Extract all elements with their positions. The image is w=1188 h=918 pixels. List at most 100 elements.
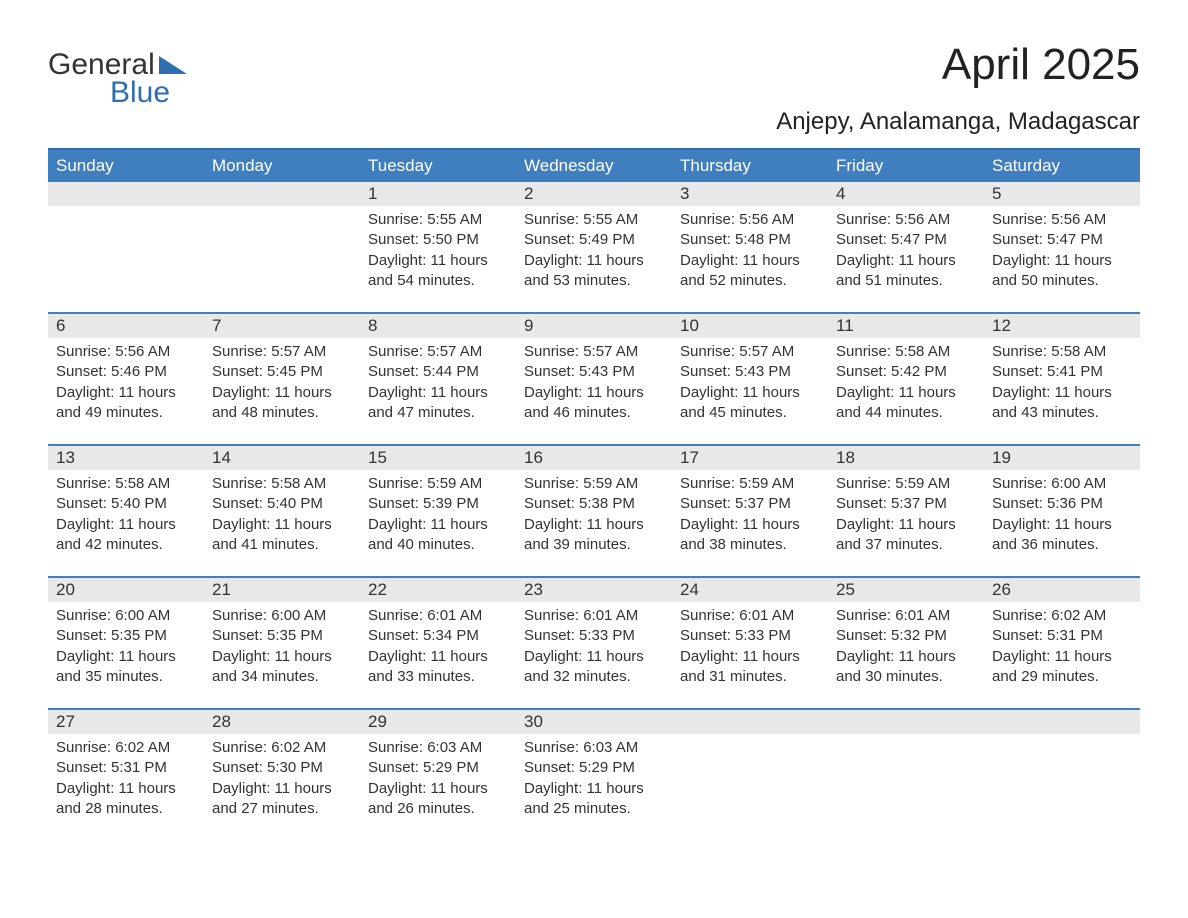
sunrise-line: Sunrise: 5:58 AM bbox=[212, 474, 352, 494]
daylight-line: Daylight: 11 hours and 31 minutes. bbox=[680, 647, 820, 688]
day-detail: Sunrise: 6:00 AMSunset: 5:36 PMDaylight:… bbox=[984, 470, 1140, 563]
daylight-line: Daylight: 11 hours and 52 minutes. bbox=[680, 251, 820, 292]
daylight-line: Daylight: 11 hours and 45 minutes. bbox=[680, 383, 820, 424]
sunrise-line: Sunrise: 5:59 AM bbox=[368, 474, 508, 494]
day-number: 15 bbox=[360, 446, 516, 470]
sunrise-line: Sunrise: 6:00 AM bbox=[992, 474, 1132, 494]
calendar-day-cell: 2Sunrise: 5:55 AMSunset: 5:49 PMDaylight… bbox=[516, 182, 672, 312]
daylight-line: Daylight: 11 hours and 51 minutes. bbox=[836, 251, 976, 292]
day-number: 13 bbox=[48, 446, 204, 470]
day-number: 22 bbox=[360, 578, 516, 602]
day-number: 1 bbox=[360, 182, 516, 206]
day-number: 28 bbox=[204, 710, 360, 734]
calendar: Sunday Monday Tuesday Wednesday Thursday… bbox=[48, 148, 1140, 840]
calendar-day-cell: 28Sunrise: 6:02 AMSunset: 5:30 PMDayligh… bbox=[204, 710, 360, 840]
sunset-line: Sunset: 5:29 PM bbox=[368, 758, 508, 778]
logo-wedge-icon bbox=[159, 56, 187, 74]
daylight-line: Daylight: 11 hours and 47 minutes. bbox=[368, 383, 508, 424]
day-number: 20 bbox=[48, 578, 204, 602]
sunrise-line: Sunrise: 5:57 AM bbox=[524, 342, 664, 362]
calendar-day-cell: 1Sunrise: 5:55 AMSunset: 5:50 PMDaylight… bbox=[360, 182, 516, 312]
header: General Blue April 2025 Anjepy, Analaman… bbox=[48, 40, 1140, 136]
calendar-day-cell: 21Sunrise: 6:00 AMSunset: 5:35 PMDayligh… bbox=[204, 578, 360, 708]
calendar-day-cell bbox=[828, 710, 984, 840]
sunrise-line: Sunrise: 6:01 AM bbox=[836, 606, 976, 626]
calendar-day-cell: 23Sunrise: 6:01 AMSunset: 5:33 PMDayligh… bbox=[516, 578, 672, 708]
daylight-line: Daylight: 11 hours and 30 minutes. bbox=[836, 647, 976, 688]
calendar-day-cell: 17Sunrise: 5:59 AMSunset: 5:37 PMDayligh… bbox=[672, 446, 828, 576]
sunset-line: Sunset: 5:38 PM bbox=[524, 494, 664, 514]
day-number: 16 bbox=[516, 446, 672, 470]
sunset-line: Sunset: 5:34 PM bbox=[368, 626, 508, 646]
calendar-week: 1Sunrise: 5:55 AMSunset: 5:50 PMDaylight… bbox=[48, 182, 1140, 312]
day-number bbox=[672, 710, 828, 734]
daylight-line: Daylight: 11 hours and 28 minutes. bbox=[56, 779, 196, 820]
day-number: 23 bbox=[516, 578, 672, 602]
day-detail: Sunrise: 5:55 AMSunset: 5:50 PMDaylight:… bbox=[360, 206, 516, 299]
sunset-line: Sunset: 5:44 PM bbox=[368, 362, 508, 382]
weekday-header: Sunday bbox=[48, 150, 204, 182]
weekday-header: Monday bbox=[204, 150, 360, 182]
sunset-line: Sunset: 5:31 PM bbox=[56, 758, 196, 778]
calendar-day-cell: 27 Sunrise: 6:02 AMSunset: 5:31 PMDayligh… bbox=[48, 710, 204, 840]
daylight-line: Daylight: 11 hours and 49 minutes. bbox=[56, 383, 196, 424]
sunset-line: Sunset: 5:42 PM bbox=[836, 362, 976, 382]
sunrise-line: Sunrise: 5:56 AM bbox=[836, 210, 976, 230]
page-title: April 2025 bbox=[776, 40, 1140, 90]
sunrise-line: Sunrise: 6:03 AM bbox=[368, 738, 508, 758]
sunrise-line: Sunrise: 6:03 AM bbox=[524, 738, 664, 758]
day-detail: Sunrise: 5:58 AMSunset: 5:40 PMDaylight:… bbox=[204, 470, 360, 563]
calendar-week: 6Sunrise: 5:56 AMSunset: 5:46 PMDaylight… bbox=[48, 312, 1140, 444]
sunrise-line: Sunrise: 5:57 AM bbox=[368, 342, 508, 362]
daylight-line: Daylight: 11 hours and 39 minutes. bbox=[524, 515, 664, 556]
sunset-line: Sunset: 5:37 PM bbox=[680, 494, 820, 514]
sunrise-line: Sunrise: 5:59 AM bbox=[524, 474, 664, 494]
calendar-day-cell: 30Sunrise: 6:03 AMSunset: 5:29 PMDayligh… bbox=[516, 710, 672, 840]
calendar-day-cell: 6Sunrise: 5:56 AMSunset: 5:46 PMDaylight… bbox=[48, 314, 204, 444]
day-number: 24 bbox=[672, 578, 828, 602]
sunrise-line: Sunrise: 5:56 AM bbox=[680, 210, 820, 230]
day-detail: Sunrise: 5:58 AMSunset: 5:40 PMDaylight:… bbox=[48, 470, 204, 563]
logo-word-blue: Blue bbox=[110, 76, 170, 110]
sunset-line: Sunset: 5:47 PM bbox=[836, 230, 976, 250]
day-number: 27 bbox=[48, 710, 204, 734]
day-number: 3 bbox=[672, 182, 828, 206]
day-detail: Sunrise: 5:59 AMSunset: 5:37 PMDaylight:… bbox=[828, 470, 984, 563]
sunset-line: Sunset: 5:31 PM bbox=[992, 626, 1132, 646]
logo: General Blue bbox=[48, 40, 187, 110]
sunrise-line: Sunrise: 6:02 AM bbox=[212, 738, 352, 758]
day-detail: Sunrise: 6:01 AMSunset: 5:34 PMDaylight:… bbox=[360, 602, 516, 695]
calendar-week: 13Sunrise: 5:58 AMSunset: 5:40 PMDayligh… bbox=[48, 444, 1140, 576]
day-detail: Sunrise: 5:56 AMSunset: 5:46 PMDaylight:… bbox=[48, 338, 204, 431]
day-number bbox=[48, 182, 204, 206]
sunrise-line: Sunrise: 5:59 AM bbox=[680, 474, 820, 494]
day-detail: Sunrise: 6:00 AMSunset: 5:35 PMDaylight:… bbox=[48, 602, 204, 695]
daylight-line: Daylight: 11 hours and 38 minutes. bbox=[680, 515, 820, 556]
daylight-line: Daylight: 11 hours and 27 minutes. bbox=[212, 779, 352, 820]
day-detail: Sunrise: 6:02 AMSunset: 5:30 PMDaylight:… bbox=[204, 734, 360, 827]
sunrise-line: Sunrise: 6:02 AM bbox=[56, 738, 196, 758]
calendar-day-cell: 7Sunrise: 5:57 AMSunset: 5:45 PMDaylight… bbox=[204, 314, 360, 444]
day-number: 18 bbox=[828, 446, 984, 470]
sunrise-line: Sunrise: 5:57 AM bbox=[212, 342, 352, 362]
day-number: 11 bbox=[828, 314, 984, 338]
day-number: 12 bbox=[984, 314, 1140, 338]
sunset-line: Sunset: 5:33 PM bbox=[524, 626, 664, 646]
daylight-line: Daylight: 11 hours and 42 minutes. bbox=[56, 515, 196, 556]
day-number: 21 bbox=[204, 578, 360, 602]
calendar-day-cell: 4Sunrise: 5:56 AMSunset: 5:47 PMDaylight… bbox=[828, 182, 984, 312]
calendar-day-cell: 13Sunrise: 5:58 AMSunset: 5:40 PMDayligh… bbox=[48, 446, 204, 576]
daylight-line: Daylight: 11 hours and 54 minutes. bbox=[368, 251, 508, 292]
sunrise-line: Sunrise: 5:57 AM bbox=[680, 342, 820, 362]
daylight-line: Daylight: 11 hours and 48 minutes. bbox=[212, 383, 352, 424]
calendar-day-cell: 3Sunrise: 5:56 AMSunset: 5:48 PMDaylight… bbox=[672, 182, 828, 312]
sunrise-line: Sunrise: 6:01 AM bbox=[368, 606, 508, 626]
day-number: 14 bbox=[204, 446, 360, 470]
weekday-header: Saturday bbox=[984, 150, 1140, 182]
calendar-day-cell: 26Sunrise: 6:02 AMSunset: 5:31 PMDayligh… bbox=[984, 578, 1140, 708]
daylight-line: Daylight: 11 hours and 33 minutes. bbox=[368, 647, 508, 688]
daylight-line: Daylight: 11 hours and 44 minutes. bbox=[836, 383, 976, 424]
sunrise-line: Sunrise: 6:01 AM bbox=[680, 606, 820, 626]
day-number: 26 bbox=[984, 578, 1140, 602]
daylight-line: Daylight: 11 hours and 25 minutes. bbox=[524, 779, 664, 820]
